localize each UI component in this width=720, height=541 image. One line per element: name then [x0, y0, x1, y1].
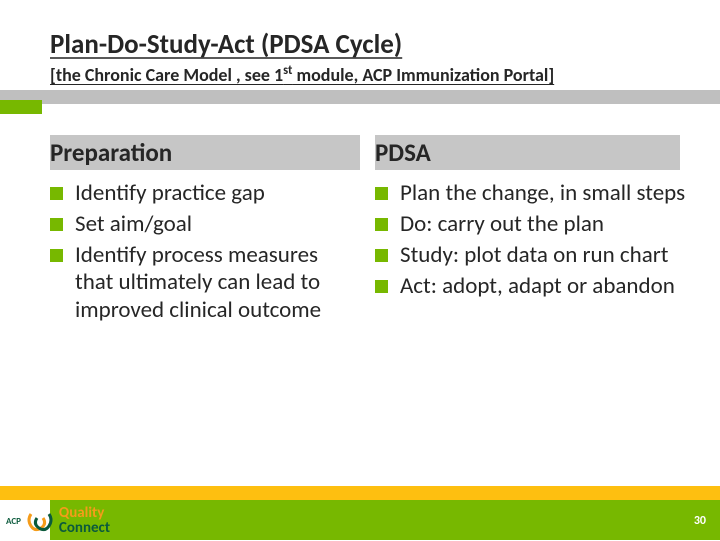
slide: Plan-Do-Study-Act (PDSA Cycle) [the Chro… — [0, 0, 720, 540]
bullet-text: Identify process measures that ultimatel… — [75, 242, 360, 323]
slide-subtitle: [the Chronic Care Model , see 1st module… — [50, 64, 554, 86]
logo-knot-icon — [25, 506, 55, 536]
column-right: Plan the change, in small steps Do: carr… — [375, 180, 695, 305]
subtitle-post: module, ACP Immunization Portal] — [292, 64, 554, 86]
footer-orange-band — [0, 486, 720, 500]
list-item: Identify process measures that ultimatel… — [50, 242, 360, 323]
logo-quality-connect: Quality Connect — [59, 506, 110, 536]
slide-title: Plan-Do-Study-Act (PDSA Cycle) — [50, 28, 402, 61]
square-bullet-icon — [50, 249, 63, 262]
list-item: Do: carry out the plan — [375, 211, 695, 238]
bullet-text: Do: carry out the plan — [400, 211, 604, 238]
square-bullet-icon — [50, 187, 63, 200]
bullet-text: Identify practice gap — [75, 180, 265, 207]
bullet-text: Set aim/goal — [75, 211, 192, 238]
square-bullet-icon — [375, 218, 388, 231]
column-heading-left: Preparation — [50, 135, 360, 170]
square-bullet-icon — [375, 280, 388, 293]
bullet-text: Study: plot data on run chart — [400, 242, 668, 269]
column-left: Identify practice gap Set aim/goal Ident… — [50, 180, 360, 328]
list-item: Plan the change, in small steps — [375, 180, 695, 207]
square-bullet-icon — [375, 187, 388, 200]
footer-green-band: 30 — [50, 500, 720, 540]
bullet-text: Act: adopt, adapt or abandon — [400, 273, 675, 300]
column-heading-right: PDSA — [375, 135, 680, 170]
header-green-notch — [0, 100, 42, 114]
list-item: Study: plot data on run chart — [375, 242, 695, 269]
square-bullet-icon — [375, 249, 388, 262]
bullet-text: Plan the change, in small steps — [400, 180, 685, 207]
page-number: 30 — [694, 514, 706, 528]
logo-acp-text: ACP — [6, 516, 21, 527]
subtitle-pre: [the Chronic Care Model , see 1 — [50, 64, 283, 86]
list-item: Set aim/goal — [50, 211, 360, 238]
square-bullet-icon — [50, 218, 63, 231]
list-item: Act: adopt, adapt or abandon — [375, 273, 695, 300]
list-item: Identify practice gap — [50, 180, 360, 207]
logo-connect-text: Connect — [59, 521, 110, 536]
header-gray-band — [0, 90, 720, 104]
footer-logo: ACP Quality Connect — [6, 506, 110, 536]
